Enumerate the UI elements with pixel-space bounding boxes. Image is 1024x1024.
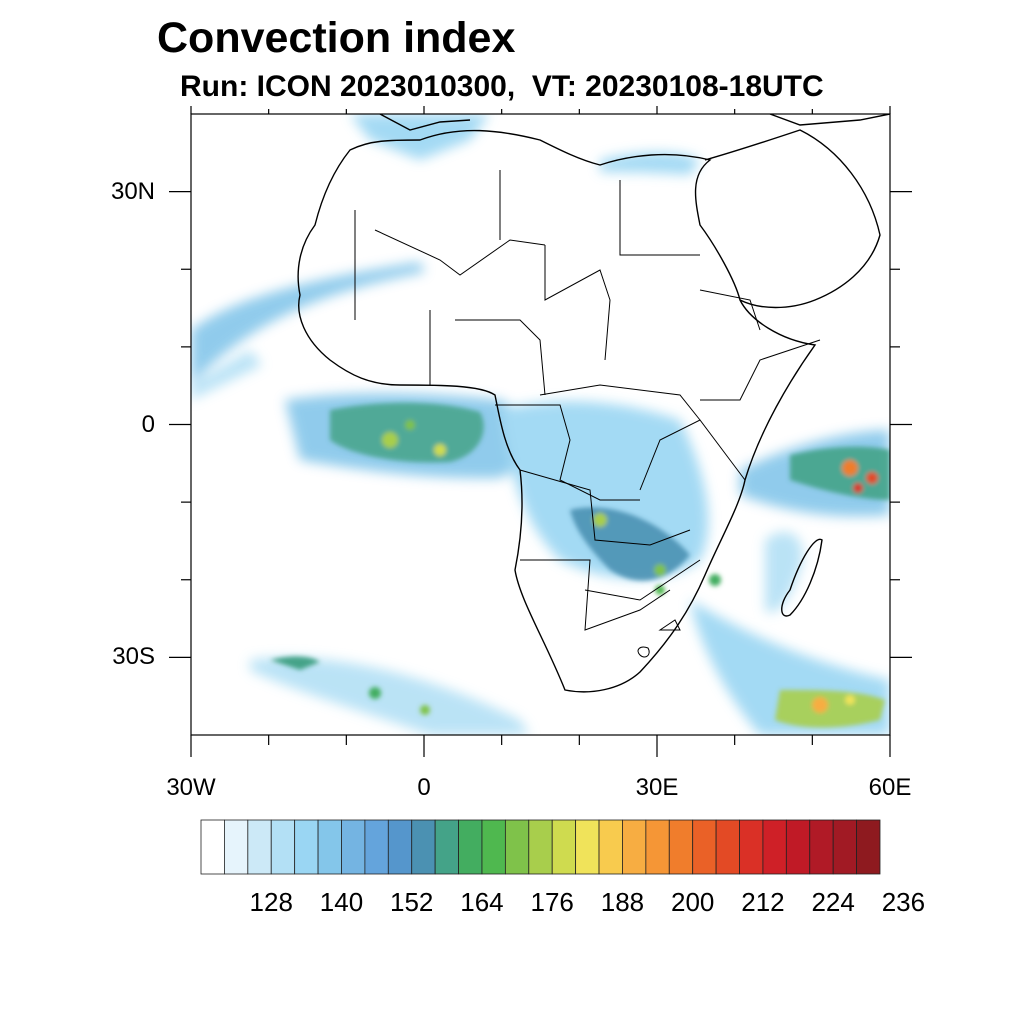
colorbar-label: 140 (319, 887, 364, 917)
field-sa-core (270, 656, 320, 670)
coastlines (297, 114, 890, 693)
colorbar-label: 224 (811, 887, 855, 917)
colorbar-label: 200 (670, 887, 715, 917)
colorbar-label: 236 (881, 887, 926, 917)
field-io-core (790, 446, 890, 500)
field-south-atlantic (250, 657, 530, 735)
x-tick-label: 30E (635, 774, 679, 801)
field-north-atlantic-edge (191, 350, 262, 400)
x-tick-label: 60E (868, 774, 912, 801)
field-si-core (775, 690, 885, 728)
colorbar-label: 128 (249, 887, 293, 917)
x-tick-label: 0 (417, 774, 431, 801)
field-mediterranean (350, 114, 490, 160)
map-title: Convection index (157, 14, 516, 62)
colorbar-label: 152 (390, 887, 434, 917)
colorbar-label: 188 (600, 887, 645, 917)
field-madagascar (765, 531, 803, 613)
y-tick-label: 30N (110, 177, 155, 205)
country-borders (354, 170, 821, 658)
axis-ticks (169, 106, 912, 757)
y-tick-label: 30S (112, 643, 155, 671)
field-north-atlantic-band (191, 262, 425, 385)
map-subtitle: Run: ICON 2023010300, VT: 20230108-18UTC (180, 70, 824, 103)
colorbar-label: 212 (741, 887, 785, 917)
colorbar-label: 176 (530, 887, 574, 917)
colorbar-label: 164 (460, 887, 504, 917)
x-tick-label: 30W (166, 774, 216, 801)
field-layer (191, 114, 890, 735)
y-tick-label: 0 (141, 410, 155, 438)
